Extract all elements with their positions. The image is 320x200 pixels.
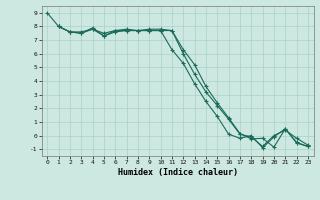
X-axis label: Humidex (Indice chaleur): Humidex (Indice chaleur) (118, 168, 237, 177)
